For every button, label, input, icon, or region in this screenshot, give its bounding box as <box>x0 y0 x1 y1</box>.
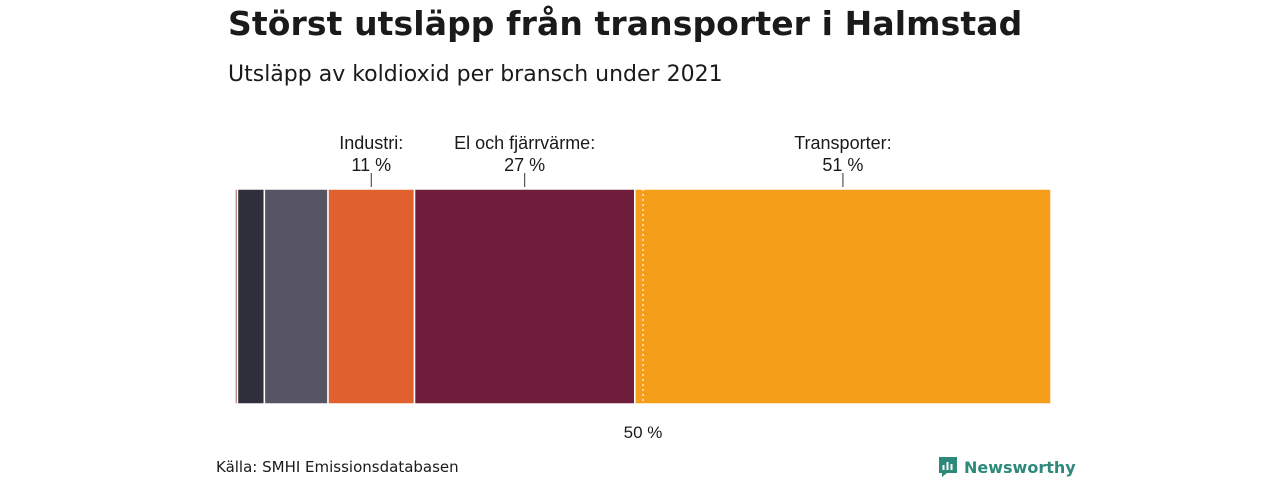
segment-label: Industri: <box>339 133 403 153</box>
bar-segment <box>634 188 1052 405</box>
chart-subtitle: Utsläpp av koldioxid per bransch under 2… <box>228 62 723 87</box>
bar-segment <box>413 188 636 405</box>
newsworthy-logo-icon <box>939 457 957 477</box>
bar-segment <box>236 188 266 405</box>
segment-value-label: 27 % <box>504 155 545 175</box>
segment-value-label: 11 % <box>351 155 391 175</box>
reference-line-label: 50 % <box>624 423 663 442</box>
bar-segment <box>263 188 329 405</box>
brand-name: Newsworthy <box>964 457 1076 477</box>
reference-line-group: 50 % <box>624 189 663 442</box>
bar-segment <box>327 188 416 405</box>
source-note: Källa: SMHI Emissionsdatabasen <box>216 458 459 476</box>
segment-label: El och fjärrvärme: <box>454 133 595 153</box>
segment-labels: Industri:11 % El och fjärrvärme:27 % Trans… <box>339 133 892 187</box>
segment-label: Transporter: <box>794 133 891 153</box>
brand-logo: Newsworthy <box>938 456 1076 478</box>
segment-value-label: 51 % <box>822 155 863 175</box>
bar-segments <box>234 188 1052 405</box>
chart-title: Störst utsläpp från transporter i Halmst… <box>228 4 1023 43</box>
